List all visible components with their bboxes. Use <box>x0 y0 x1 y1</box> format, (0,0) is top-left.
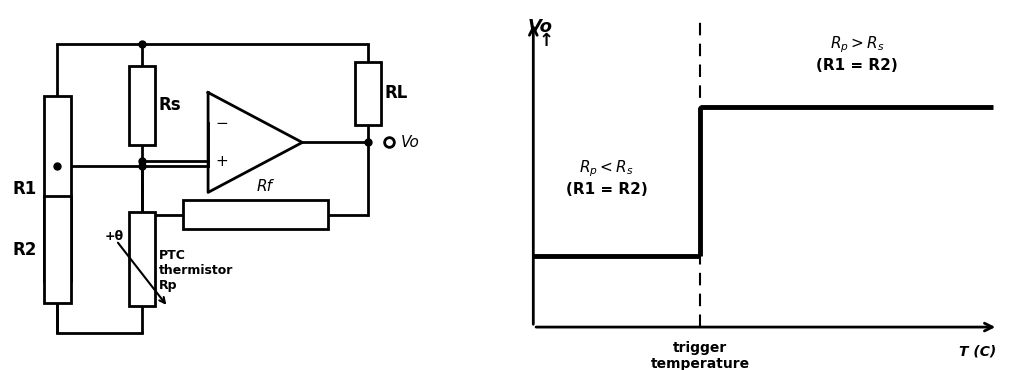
Text: $R_p < R_s$
(R1 = R2): $R_p < R_s$ (R1 = R2) <box>565 159 647 197</box>
Text: Vo: Vo <box>528 18 553 36</box>
Bar <box>129 212 156 306</box>
Text: ↑: ↑ <box>539 32 554 50</box>
Text: R1: R1 <box>12 180 37 198</box>
Text: trigger
temperature: trigger temperature <box>651 341 750 370</box>
Text: Vo: Vo <box>401 135 420 150</box>
Bar <box>183 200 328 229</box>
Text: PTC
thermistor
Rp: PTC thermistor Rp <box>159 249 233 292</box>
Bar <box>44 96 71 281</box>
Text: Rs: Rs <box>159 97 181 114</box>
Text: $R_p > R_s$
(R1 = R2): $R_p > R_s$ (R1 = R2) <box>816 34 898 73</box>
Text: RL: RL <box>385 84 409 102</box>
Bar <box>129 66 156 145</box>
Text: +: + <box>215 154 228 169</box>
Text: T (C): T (C) <box>958 345 995 359</box>
Text: R2: R2 <box>12 241 37 259</box>
Text: +θ: +θ <box>104 230 124 243</box>
Bar <box>355 62 381 125</box>
Bar <box>44 196 71 303</box>
Text: Rf: Rf <box>257 179 272 194</box>
Text: −: − <box>215 116 228 131</box>
